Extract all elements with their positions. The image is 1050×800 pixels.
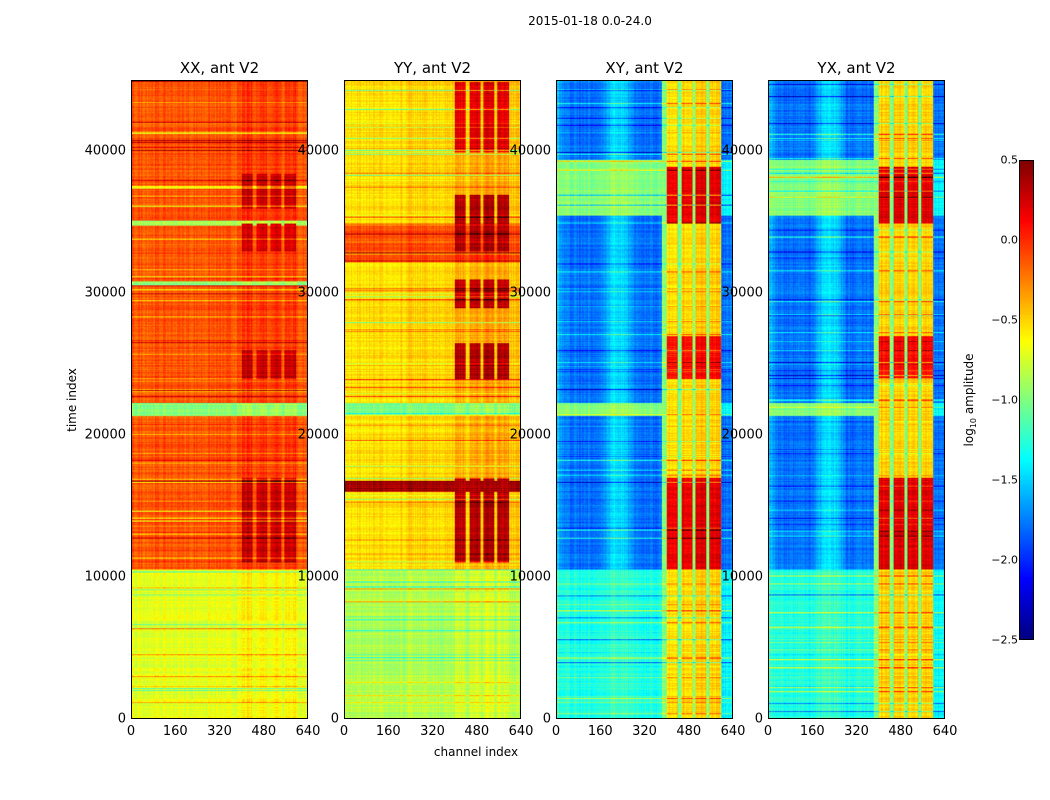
y-tick-label: 40000: [509, 143, 551, 159]
heatmap-yy: [345, 81, 520, 718]
heatmap-panel: [344, 80, 521, 719]
panel-title: XX, ant V2: [179, 59, 260, 77]
x-tick-label: 160: [799, 724, 825, 739]
y-tick-label: 20000: [509, 427, 551, 443]
figure-title: 2015-01-18 0.0-24.0: [528, 14, 652, 28]
colorbar-tick-label: 0.0: [1000, 233, 1019, 247]
colorbar-tick-label: −1.5: [991, 473, 1018, 487]
colorbar-tick-label: −0.5: [991, 313, 1018, 327]
y-axis-label: time index: [65, 368, 79, 432]
x-tick-label: 480: [251, 724, 277, 739]
y-tick-label: 30000: [721, 285, 763, 301]
x-tick-label: 0: [551, 724, 561, 739]
x-tick-label: 0: [763, 724, 773, 739]
y-tick-label: 20000: [721, 427, 763, 443]
x-axis-label: channel index: [433, 745, 519, 759]
x-tick-label: 480: [888, 724, 914, 739]
colorbar-tick-label: −1.0: [991, 393, 1018, 407]
x-tick-label: 640: [932, 724, 958, 739]
colorbar-tick-label: −2.0: [991, 553, 1018, 567]
colorbar-tick-label: 0.5: [1000, 153, 1019, 167]
y-tick-label: 10000: [84, 569, 126, 585]
colorbar: [1019, 160, 1034, 640]
y-tick-label: 20000: [297, 427, 339, 443]
x-tick-label: 640: [508, 724, 534, 739]
x-tick-label: 320: [844, 724, 869, 739]
x-tick-label: 320: [632, 724, 657, 739]
panel-title: YX, ant V2: [817, 59, 896, 77]
x-tick-label: 0: [339, 724, 349, 739]
x-tick-label: 480: [464, 724, 490, 739]
y-tick-label: 10000: [509, 569, 551, 585]
heatmap-panel: [556, 80, 733, 719]
colorbar-tick-label: −2.5: [991, 633, 1018, 647]
heatmap-xy: [557, 81, 732, 718]
heatmap-xx: [132, 81, 307, 718]
panel-title: XY, ant V2: [605, 59, 684, 77]
y-tick-label: 0: [117, 711, 126, 727]
x-tick-label: 640: [720, 724, 746, 739]
y-tick-label: 10000: [297, 569, 339, 585]
panel-title: YY, ant V2: [393, 59, 471, 77]
y-tick-label: 40000: [297, 143, 339, 159]
y-tick-label: 30000: [297, 285, 339, 301]
heatmap-yx: [769, 81, 944, 718]
y-tick-label: 40000: [721, 143, 763, 159]
x-tick-label: 640: [295, 724, 321, 739]
y-tick-label: 0: [542, 711, 551, 727]
y-tick-label: 0: [754, 711, 763, 727]
heatmap-panel: [768, 80, 945, 719]
x-tick-label: 160: [162, 724, 188, 739]
y-tick-label: 30000: [84, 285, 126, 301]
x-tick-label: 320: [420, 724, 445, 739]
x-tick-label: 480: [676, 724, 702, 739]
colorbar-label: log10 amplitude: [962, 354, 978, 447]
colorbar-label-rest: amplitude: [961, 353, 976, 418]
y-tick-label: 40000: [84, 143, 126, 159]
heatmap-panel: [131, 80, 308, 719]
x-tick-label: 160: [587, 724, 613, 739]
x-tick-label: 160: [375, 724, 401, 739]
colorbar-label-sub: 10: [969, 417, 979, 429]
y-tick-label: 20000: [84, 427, 126, 443]
y-tick-label: 30000: [509, 285, 551, 301]
x-tick-label: 0: [126, 724, 136, 739]
y-tick-label: 0: [330, 711, 339, 727]
y-tick-label: 10000: [721, 569, 763, 585]
colorbar-label-base: log: [961, 428, 976, 447]
x-tick-label: 320: [207, 724, 232, 739]
